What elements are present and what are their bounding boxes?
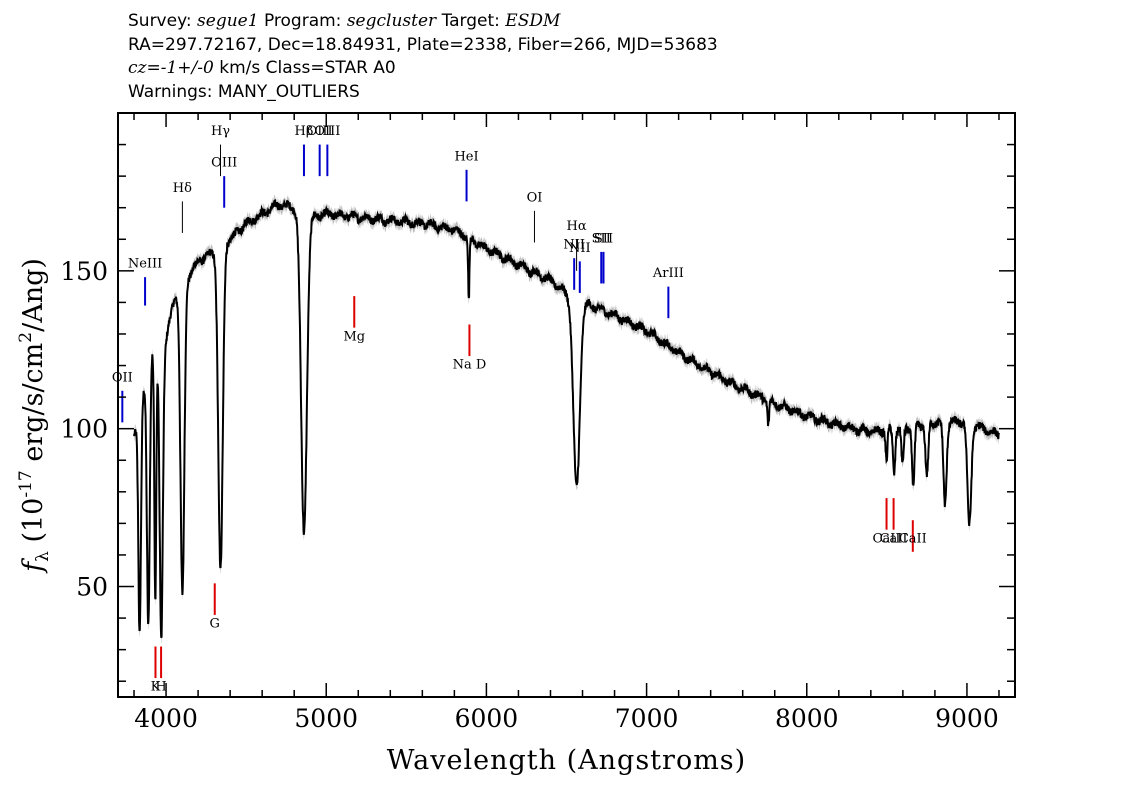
emission-line-label: NII: [569, 241, 591, 256]
balmer-line-label: Hδ: [173, 181, 192, 196]
emission-line-label: HeI: [454, 149, 478, 164]
error-band: [134, 194, 999, 644]
x-tick-label: 8000: [775, 704, 839, 733]
absorption-line-label: CaII: [880, 531, 908, 546]
y-label-unit2: erg/s/cm: [18, 343, 49, 471]
y-tick-label: 50: [76, 573, 108, 602]
absorption-line-label: H: [155, 680, 166, 695]
balmer-line-label: OI: [527, 190, 543, 205]
y-label-unit3: /Ang): [18, 258, 49, 332]
absorption-line-label: K: [151, 680, 161, 695]
y-label-f: f: [18, 558, 49, 574]
emission-line-label: OIII: [314, 124, 340, 139]
header-line-redshift: cz=-1+/-0 km/s Class=STAR A0: [128, 57, 718, 81]
emission-line-label: SII: [592, 231, 611, 246]
y-tick-label: 100: [60, 415, 108, 444]
emission-line-label: NeIII: [128, 257, 162, 272]
survey-label: Survey:: [128, 11, 192, 31]
target-value: ESDM: [505, 11, 561, 31]
class-value: km/s Class=STAR A0: [219, 58, 396, 78]
x-tick-label: 5000: [294, 704, 358, 733]
survey-value: segue1: [197, 11, 259, 31]
series-layer: [133, 194, 1000, 644]
x-tick-label: 9000: [935, 704, 999, 733]
x-tick-label: 7000: [615, 704, 679, 733]
y-axis-label: fλ (10-17 erg/s/cm2/Ang): [16, 258, 53, 574]
spectrum-line: [133, 198, 1000, 639]
absorption-line-label: Mg: [343, 329, 365, 344]
emission-line-label: OIII: [211, 156, 237, 171]
y-label-exp: -17: [16, 470, 36, 497]
redshift-value: cz=-1+/-0: [128, 58, 214, 78]
y-label-exp2: 2: [16, 332, 36, 343]
absorption-line-label: CaII: [899, 531, 927, 546]
axis-ticks: 4000 5000 6000 7000 8000 9000 50 100 150: [60, 112, 1015, 733]
emission-line-label: OII: [112, 370, 133, 385]
x-axis-label: Wavelength (Angstroms): [387, 745, 746, 776]
y-label-lambda: λ: [33, 551, 53, 562]
absorption-line-label: Na D: [453, 358, 487, 373]
emission-line-label: ArIII: [652, 266, 684, 281]
target-label: Target:: [441, 11, 500, 31]
balmer-line-label: Hα: [567, 219, 587, 234]
program-label: Program:: [263, 11, 342, 31]
spectrum-header: Survey: segue1 Program: segcluster Targe…: [128, 10, 718, 104]
y-axis-label-text: fλ (10-17 erg/s/cm2/Ang): [16, 258, 53, 574]
plot-frame: [117, 112, 1016, 698]
emission-line-label: SII: [594, 231, 613, 246]
header-line-survey: Survey: segue1 Program: segcluster Targe…: [128, 10, 718, 34]
y-tick-label: 150: [60, 257, 108, 286]
emission-line-label: OIII: [307, 124, 333, 139]
header-line-warnings: Warnings: MANY_OUTLIERS: [128, 81, 360, 102]
emission-line-label: Hβ: [295, 124, 314, 139]
y-label-unit: (10: [18, 498, 49, 551]
x-tick-label: 6000: [455, 704, 519, 733]
header-line-coords: RA=297.72167, Dec=18.84931, Plate=2338, …: [128, 34, 718, 55]
line-markers: OIINeIIIOIIIHβOIIIOIIIHeINIINIISIISIIArI…: [112, 124, 927, 695]
absorption-line-label: G: [210, 617, 220, 632]
program-value: segcluster: [346, 11, 437, 31]
emission-line-label: NII: [563, 238, 585, 253]
x-tick-label: 4000: [134, 704, 198, 733]
absorption-line-label: CaII: [873, 531, 901, 546]
balmer-line-label: Hγ: [211, 124, 230, 139]
